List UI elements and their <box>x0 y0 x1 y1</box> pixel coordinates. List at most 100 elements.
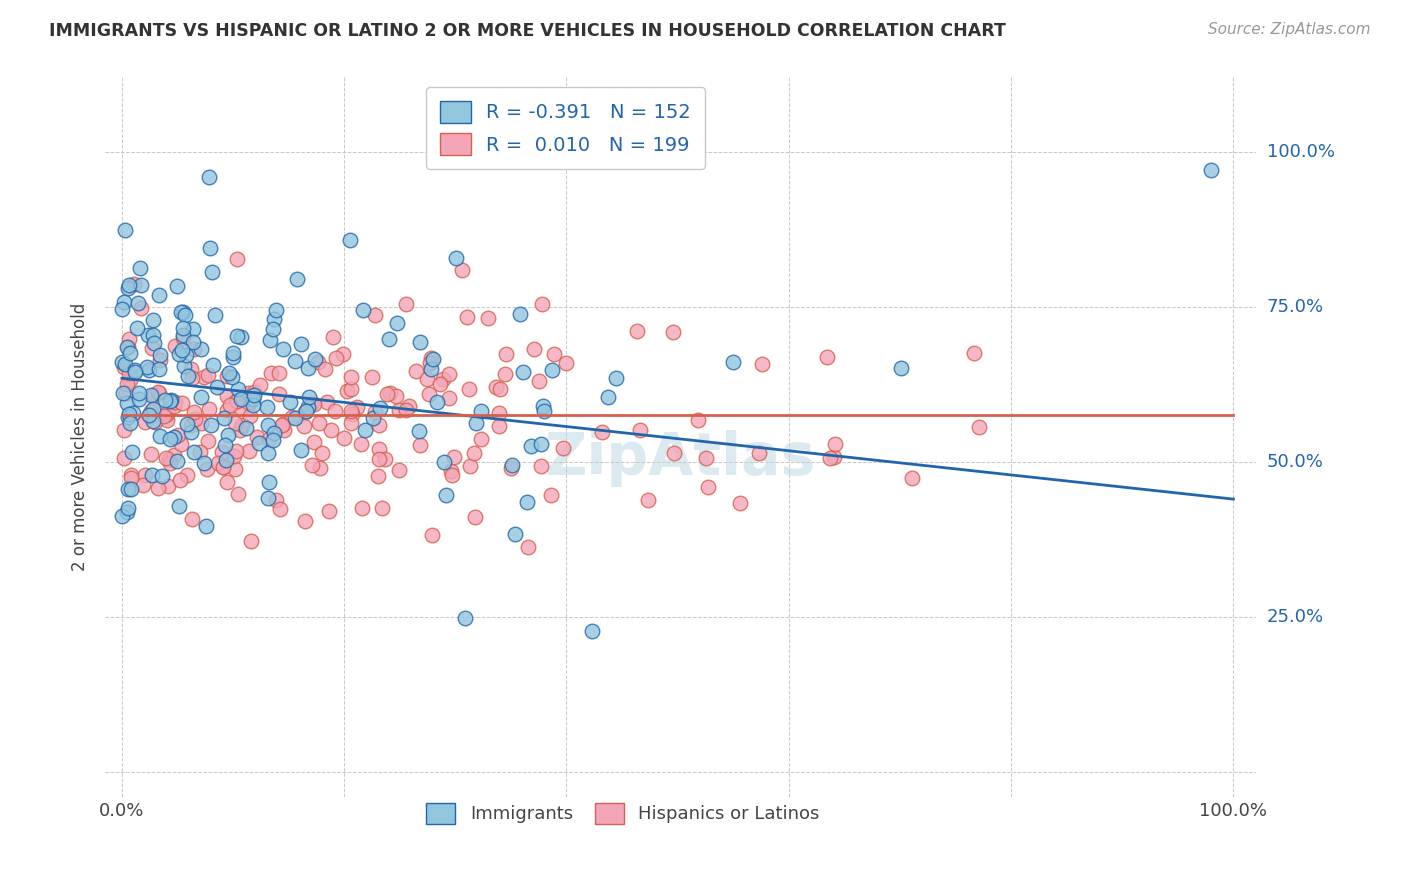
Point <box>159 394 181 409</box>
Point <box>815 350 838 364</box>
Point <box>516 495 538 509</box>
Point <box>533 404 555 418</box>
Point <box>489 382 512 396</box>
Point <box>419 356 441 370</box>
Point <box>269 366 291 380</box>
Point <box>190 342 212 356</box>
Y-axis label: 2 or more Vehicles in Household: 2 or more Vehicles in Household <box>72 303 89 571</box>
Point <box>118 277 141 292</box>
Point <box>339 417 361 431</box>
Point <box>159 392 181 407</box>
Point <box>405 364 427 378</box>
Point <box>172 328 194 343</box>
Point <box>325 351 347 365</box>
Point <box>470 432 492 446</box>
Point <box>242 398 264 412</box>
Point <box>124 362 146 376</box>
Point <box>284 410 307 425</box>
Point <box>181 321 204 335</box>
Point <box>207 379 229 393</box>
Point <box>440 464 463 478</box>
Point <box>148 384 170 399</box>
Point <box>416 372 439 386</box>
Point <box>197 368 219 382</box>
Point <box>219 398 242 412</box>
Point <box>380 385 402 400</box>
Point <box>664 445 686 459</box>
Point <box>138 408 160 422</box>
Point <box>385 316 408 330</box>
Point <box>346 400 368 414</box>
Point <box>488 406 510 420</box>
Point <box>129 278 152 293</box>
Point <box>128 260 150 275</box>
Point <box>115 376 138 391</box>
Point <box>454 611 477 625</box>
Point <box>824 436 846 450</box>
Text: Source: ZipAtlas.com: Source: ZipAtlas.com <box>1208 22 1371 37</box>
Point <box>188 444 211 458</box>
Point <box>118 373 141 387</box>
Point <box>530 459 553 474</box>
Point <box>1199 163 1222 178</box>
Point <box>139 403 162 417</box>
Point <box>117 500 139 515</box>
Point <box>201 265 224 279</box>
Point <box>231 392 253 407</box>
Point <box>181 371 204 385</box>
Point <box>117 410 139 425</box>
Point <box>264 303 287 318</box>
Point <box>695 451 717 466</box>
Point <box>262 322 284 336</box>
Point <box>183 445 205 459</box>
Point <box>198 402 221 417</box>
Point <box>222 449 245 463</box>
Point <box>426 395 449 409</box>
Point <box>141 468 163 483</box>
Point <box>308 417 330 431</box>
Point <box>148 362 170 376</box>
Point <box>246 430 269 444</box>
Point <box>686 413 709 427</box>
Point <box>354 423 377 437</box>
Point <box>134 415 156 429</box>
Point <box>269 502 291 516</box>
Point <box>751 357 773 371</box>
Point <box>177 369 200 384</box>
Point <box>127 321 149 335</box>
Point <box>111 508 134 523</box>
Point <box>226 329 249 343</box>
Point <box>247 436 270 450</box>
Point <box>368 442 391 457</box>
Point <box>198 169 221 184</box>
Point <box>243 388 266 402</box>
Point <box>120 482 142 496</box>
Point <box>229 329 252 343</box>
Point <box>301 458 323 472</box>
Point <box>256 401 278 415</box>
Point <box>439 391 461 405</box>
Point <box>190 417 212 431</box>
Point <box>170 305 193 319</box>
Point <box>242 392 264 406</box>
Point <box>117 483 139 497</box>
Point <box>163 395 186 409</box>
Point <box>264 493 287 508</box>
Point <box>217 369 239 384</box>
Point <box>367 468 389 483</box>
Point <box>146 481 169 495</box>
Point <box>159 456 181 470</box>
Point <box>325 404 347 418</box>
Point <box>494 368 516 382</box>
Point <box>385 389 408 403</box>
Point <box>458 459 481 474</box>
Point <box>434 488 457 502</box>
Point <box>340 382 363 396</box>
Point <box>114 357 136 371</box>
Point <box>273 423 295 437</box>
Point <box>124 365 146 379</box>
Point <box>201 358 224 372</box>
Point <box>149 352 172 367</box>
Point <box>388 403 411 417</box>
Point <box>901 471 924 485</box>
